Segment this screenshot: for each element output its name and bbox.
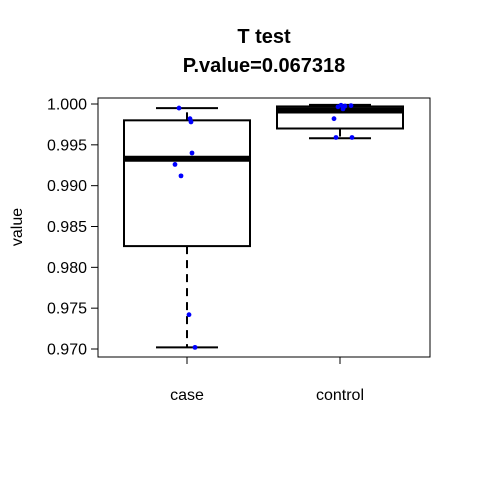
data-point	[186, 312, 192, 318]
y-tick-label: 0.975	[47, 301, 87, 318]
data-point	[192, 344, 198, 350]
x-axis: case control	[170, 357, 364, 404]
data-point	[335, 104, 341, 110]
iqr-box	[123, 119, 251, 248]
y-tick-label: 0.970	[47, 342, 87, 359]
y-tick-label: 0.990	[47, 178, 87, 195]
chart-title: T test	[237, 26, 291, 48]
data-point	[172, 162, 178, 167]
data-point	[176, 105, 182, 111]
y-tick-label: 0.995	[47, 137, 87, 154]
points-layer	[172, 102, 355, 350]
data-point	[333, 135, 339, 140]
x-tick-label: control	[316, 387, 364, 404]
data-point	[348, 103, 354, 109]
chart-subtitle: P.value=0.067318	[183, 55, 346, 77]
data-point	[188, 119, 194, 125]
box-case	[123, 107, 251, 349]
y-axis: 0.970 0.975 0.980 0.985 0.990 0.995 1.000	[47, 97, 98, 359]
data-point	[349, 135, 355, 140]
data-point	[189, 150, 195, 156]
data-point	[340, 106, 346, 112]
y-axis-title: value	[9, 208, 26, 246]
y-tick-label: 0.980	[47, 260, 87, 277]
y-tick-label: 1.000	[47, 97, 87, 114]
data-point	[178, 173, 184, 179]
x-tick-label: case	[170, 387, 204, 404]
y-tick-label: 0.985	[47, 219, 87, 236]
plot-frame	[97, 97, 431, 358]
boxes-layer	[123, 103, 404, 349]
data-point	[331, 116, 337, 122]
